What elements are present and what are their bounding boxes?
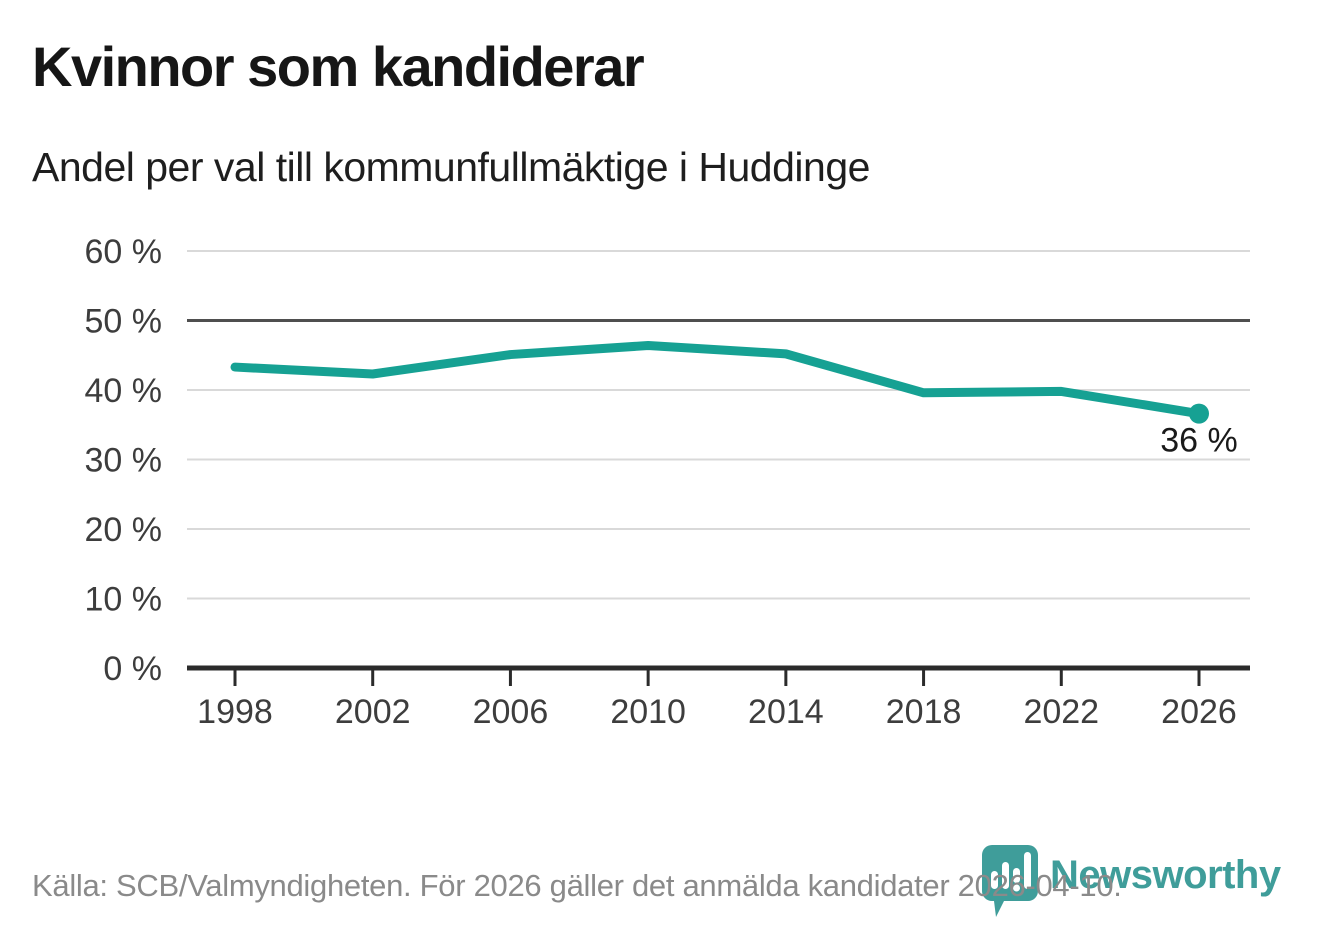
x-axis-label: 2006 [473, 693, 549, 731]
source-note: Källa: SCB/Valmyndigheten. För 2026 gäll… [32, 868, 1122, 903]
y-axis-label: 30 % [85, 442, 163, 480]
data-line [230, 341, 1204, 419]
page-title: Kvinnor som kandiderar [32, 35, 645, 98]
chart-subtitle: Andel per val till kommunfullmäktige i H… [32, 144, 870, 190]
x-axis-label: 2002 [335, 693, 411, 731]
y-axis-label: 0 % [103, 650, 162, 688]
line-chart: 1998 2002 2006 2010 2014 2018 2022 2026 0 % 10 % 2… [0, 212, 1322, 772]
x-axis-label: 2014 [748, 693, 824, 731]
newsworthy-pin-barchart-icon [982, 845, 1038, 917]
y-axis-label: 50 % [85, 303, 163, 341]
x-axis-label: 2022 [1023, 693, 1099, 731]
y-axis-label: 10 % [85, 581, 163, 619]
x-axis-label: 2018 [886, 693, 962, 731]
y-axis-label: 60 % [85, 233, 163, 271]
newsworthy-logo: Newsworthy [978, 843, 1281, 921]
y-axis-label: 20 % [85, 511, 163, 549]
end-value-label: 36 % [1160, 422, 1238, 460]
x-axis-label: 2026 [1161, 693, 1237, 731]
newsworthy-wordmark: Newsworthy [1050, 853, 1281, 897]
x-axis-label: 1998 [197, 693, 273, 731]
line-chart-canvas: 1998 2002 2006 2010 2014 2018 2022 2026 0 % 10 % 2… [85, 233, 1250, 731]
end-point-marker [1189, 403, 1209, 424]
x-axis-label: 2010 [610, 693, 686, 731]
y-axis-label: 40 % [85, 372, 163, 410]
